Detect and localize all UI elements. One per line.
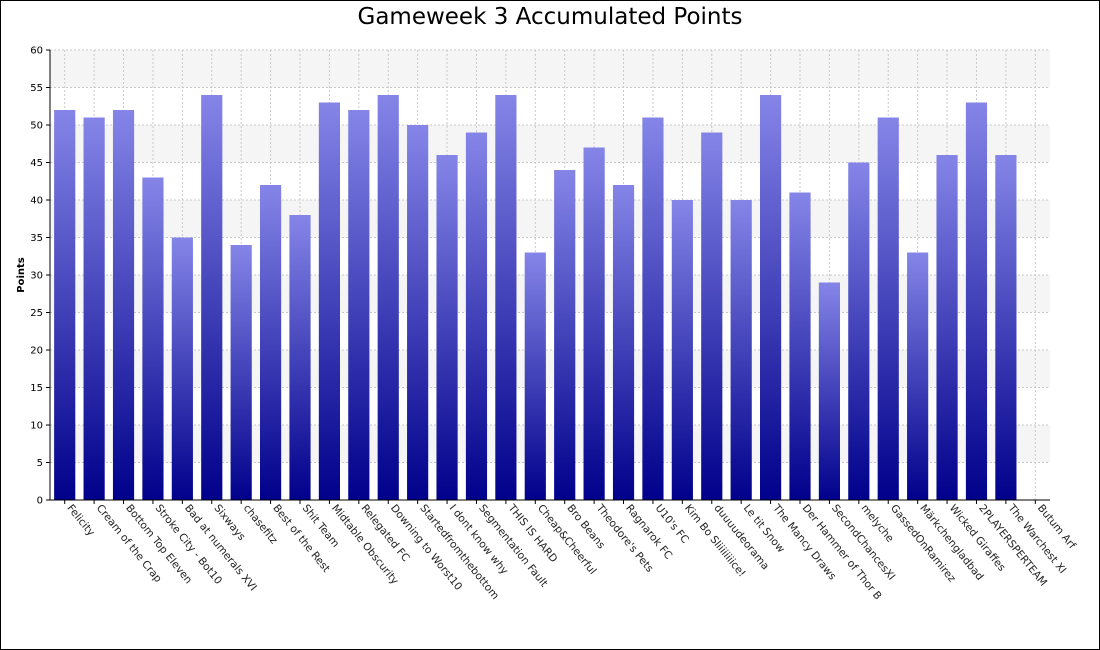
y-tick-label: 55 — [30, 83, 43, 94]
y-tick-label: 50 — [30, 121, 43, 132]
bar — [612, 185, 635, 500]
bar — [818, 282, 840, 500]
bar — [54, 110, 76, 500]
y-tick-label: 35 — [30, 233, 43, 244]
y-tick-label: 60 — [30, 46, 43, 57]
bar — [642, 117, 664, 500]
grid-band — [50, 275, 1050, 313]
bar — [789, 192, 811, 500]
bar — [201, 95, 223, 500]
grid-band — [50, 425, 1050, 463]
bar — [407, 125, 429, 500]
y-tick-label: 20 — [30, 346, 43, 357]
bar — [848, 162, 870, 500]
grid-band — [50, 50, 1050, 88]
x-tick-label: Felicity — [64, 502, 96, 538]
bar — [554, 170, 576, 500]
bar — [965, 102, 988, 500]
bar — [348, 110, 370, 500]
bar — [907, 252, 929, 500]
y-tick-label: 15 — [30, 383, 43, 394]
y-tick-label: 0 — [37, 496, 43, 507]
grid-band — [50, 200, 1050, 238]
y-tick-label: 45 — [30, 158, 43, 169]
bar — [83, 117, 105, 500]
bar — [112, 110, 135, 500]
bar — [289, 215, 311, 500]
y-tick-label: 25 — [30, 308, 43, 319]
bar — [995, 155, 1017, 500]
y-axis-label: Points — [16, 257, 27, 293]
bar — [524, 252, 546, 500]
bar — [877, 117, 899, 500]
grid-band — [50, 125, 1050, 163]
y-tick-label: 40 — [30, 196, 43, 207]
bar — [701, 132, 723, 500]
y-tick-label: 30 — [30, 271, 43, 282]
bar — [495, 95, 517, 500]
bar — [671, 200, 693, 500]
bar — [377, 95, 399, 500]
bar — [318, 102, 340, 500]
bar — [436, 155, 458, 500]
bar — [760, 95, 782, 500]
bar — [583, 147, 605, 500]
bar — [171, 237, 193, 500]
bar — [142, 177, 164, 500]
y-tick-label: 5 — [37, 458, 43, 469]
bar — [936, 155, 958, 500]
bar — [730, 200, 752, 500]
chart-title: Gameweek 3 Accumulated Points — [357, 4, 743, 30]
bar — [465, 132, 488, 500]
bar — [230, 245, 252, 500]
bar — [260, 185, 282, 500]
y-tick-label: 10 — [30, 421, 43, 432]
grid-band — [50, 350, 1050, 388]
